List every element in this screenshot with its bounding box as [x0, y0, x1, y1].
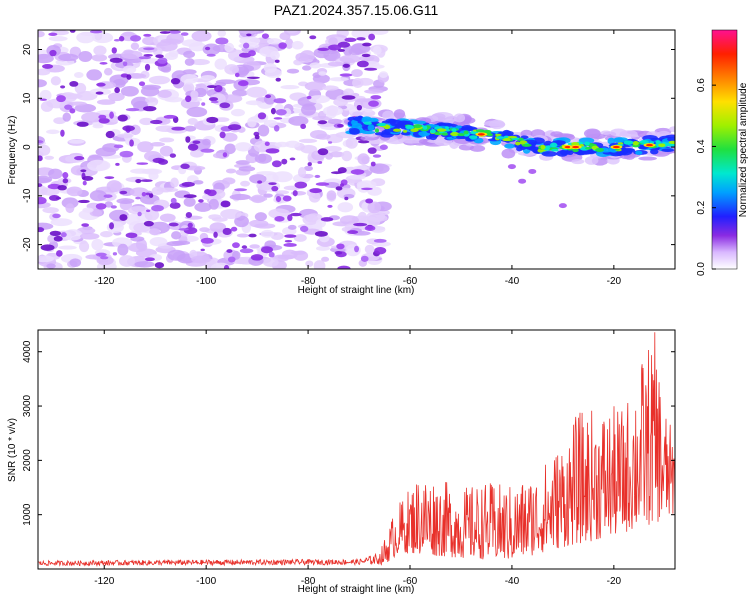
spectrogram-frame — [37, 29, 676, 270]
spectrogram-y-tick-label: 20 — [22, 44, 33, 56]
snr-x-tick-label: -100 — [196, 576, 216, 587]
snr-y-ticks: 1000 2000 3000 4000 — [22, 340, 675, 526]
colorbar-tick-label: 0.0 — [696, 262, 707, 276]
colorbar-label: Normalized spectral amplitude — [738, 82, 749, 217]
snr-x-tick-label: -80 — [301, 576, 316, 587]
spectrogram-hotspot-core — [477, 133, 485, 136]
spectrogram-noise-region — [38, 30, 392, 269]
colorbar-tick-label: 0.6 — [696, 78, 707, 92]
snr-x-tick-label: -40 — [505, 576, 520, 587]
colorbar-tick-label: 0.2 — [696, 200, 707, 214]
spectrogram-hotspot-core — [612, 145, 620, 149]
spectrogram-x-tick-label: -120 — [94, 276, 114, 287]
spectrogram-y-tick-label: -20 — [22, 237, 33, 252]
colorbar-gradient — [712, 30, 737, 269]
spectrogram-x-label: Height of straight line (km) — [298, 285, 415, 296]
snr-y-tick-label: 1000 — [22, 503, 33, 526]
snr-y-tick-label: 2000 — [22, 449, 33, 472]
spectrogram-x-tick-label: -60 — [403, 276, 418, 287]
figure-title: PAZ1.2024.357.15.06.G11 — [274, 2, 439, 18]
spectrogram-y-tick-label: 10 — [22, 92, 33, 104]
colorbar-frame — [711, 29, 738, 270]
spectrogram-hotspot-core — [572, 145, 580, 149]
spectrogram-x-tick-label: -20 — [607, 276, 622, 287]
spectrogram-hotspot-core — [564, 145, 572, 149]
spectrogram-x-ticks: -120 -100 -80 -60 -40 -20 — [94, 30, 622, 287]
spectrogram-hotspot-core — [646, 143, 654, 147]
spectrogram-signal-ridge — [341, 109, 675, 209]
spectrogram-y-tick-label: -10 — [22, 188, 33, 203]
snr-panel: -120 -100 -80 -60 -40 -20 1000 2000 3000 4000 He… — [7, 329, 676, 595]
snr-x-ticks: -120 -100 -80 -60 -40 -20 — [94, 330, 622, 587]
colorbar-ticks: 0.0 0.2 0.4 0.6 — [696, 78, 716, 276]
snr-x-tick-label: -120 — [94, 576, 114, 587]
spectrogram-x-tick-label: -80 — [301, 276, 316, 287]
snr-y-tick-label: 4000 — [22, 340, 33, 363]
colorbar-tick-label: 0.4 — [696, 139, 707, 153]
snr-x-tick-label: -60 — [403, 576, 418, 587]
spectrogram-y-tick-label: 0 — [22, 144, 33, 150]
snr-frame — [37, 329, 676, 570]
snr-y-label: SNR (10 * v/v) — [7, 418, 18, 482]
colorbar: 0.0 0.2 0.4 0.6 Normalized spectral amplitu… — [696, 29, 749, 276]
spectrogram-x-tick-label: -100 — [196, 276, 216, 287]
snr-x-tick-label: -20 — [607, 576, 622, 587]
spectrogram-y-label: Frequency (Hz) — [7, 116, 18, 185]
spectrogram-x-tick-label: -40 — [505, 276, 520, 287]
spectrogram-y-ticks: -20 -10 0 10 20 — [22, 44, 675, 252]
snr-series-line — [38, 332, 675, 567]
snr-y-tick-label: 3000 — [22, 394, 33, 417]
snr-x-label: Height of straight line (km) — [298, 584, 415, 595]
